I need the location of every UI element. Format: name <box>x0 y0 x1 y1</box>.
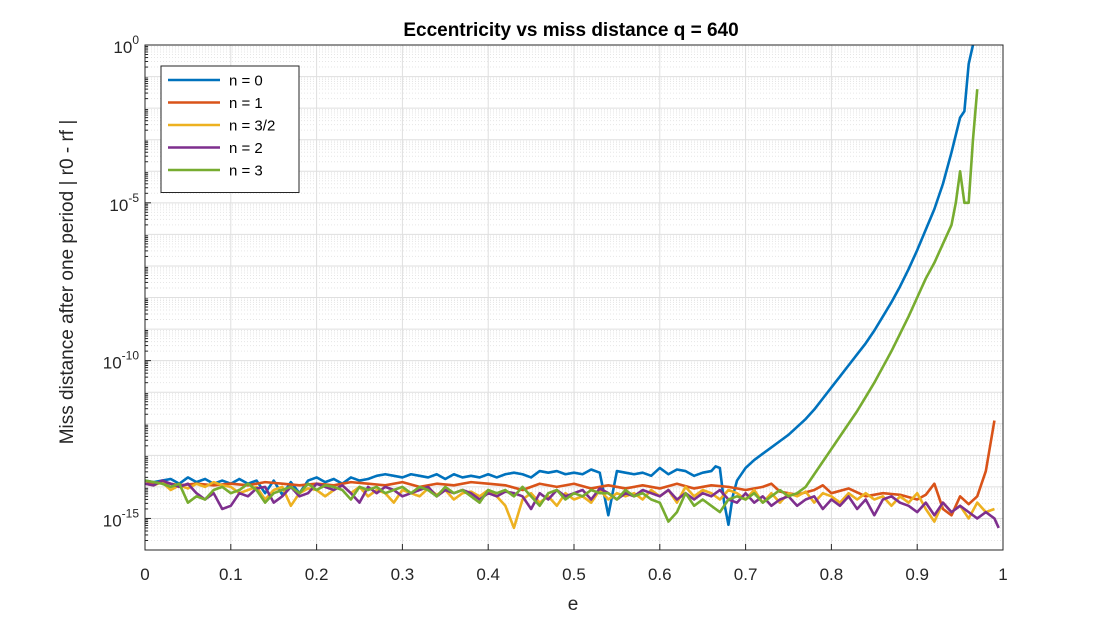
y-tick-label: 10-5 <box>109 191 139 215</box>
x-axis-label: e <box>568 594 579 615</box>
series-line-5 <box>145 89 979 523</box>
x-tick-label: 0.6 <box>648 565 672 584</box>
legend: n = 0 n = 1 n = 3/2 n = 2 n = 3 <box>160 65 300 193</box>
x-tick-label: 0.7 <box>734 565 758 584</box>
x-tick-label: 0.4 <box>476 565 500 584</box>
x-tick-label: 0 <box>140 565 149 584</box>
y-tick-base: 10 <box>109 196 128 215</box>
y-axis-label: Miss distance after one period | r0 - rf… <box>57 120 78 445</box>
legend-entry-label: n = 3 <box>229 163 263 180</box>
legend-entry-label: n = 3/2 <box>229 118 275 135</box>
y-tick-exponent: -5 <box>128 191 139 205</box>
y-tick-exponent: -15 <box>122 506 140 520</box>
legend-entry-label: n = 2 <box>229 140 263 157</box>
x-tick-label: 1 <box>998 565 1007 584</box>
x-tick-label: 0.3 <box>391 565 415 584</box>
x-tick-label: 0.9 <box>905 565 929 584</box>
y-tick-label: 100 <box>113 33 139 57</box>
x-tick-label: 0.1 <box>219 565 243 584</box>
legend-box <box>160 65 300 193</box>
y-tick-base: 10 <box>103 354 122 373</box>
x-tick-label: 0.5 <box>562 565 586 584</box>
legend-entry-label: n = 1 <box>229 95 263 112</box>
y-tick-label: 10-15 <box>103 506 140 530</box>
x-axis-ticks: 0 0.1 0.2 0.3 0.4 0.5 0.6 0.7 0.8 0.9 1 <box>140 544 1008 584</box>
legend-entry-label: n = 0 <box>229 73 263 90</box>
y-tick-exponent: -10 <box>122 349 140 363</box>
chart-title: Eccentricity vs miss distance q = 640 <box>403 20 738 41</box>
y-tick-label: 10-10 <box>103 349 140 373</box>
series-layer <box>145 45 1000 530</box>
y-tick-exponent: 0 <box>132 33 139 47</box>
x-tick-label: 0.2 <box>305 565 329 584</box>
x-tick-label: 0.8 <box>820 565 844 584</box>
y-tick-base: 10 <box>103 511 122 530</box>
y-tick-base: 10 <box>113 38 132 57</box>
